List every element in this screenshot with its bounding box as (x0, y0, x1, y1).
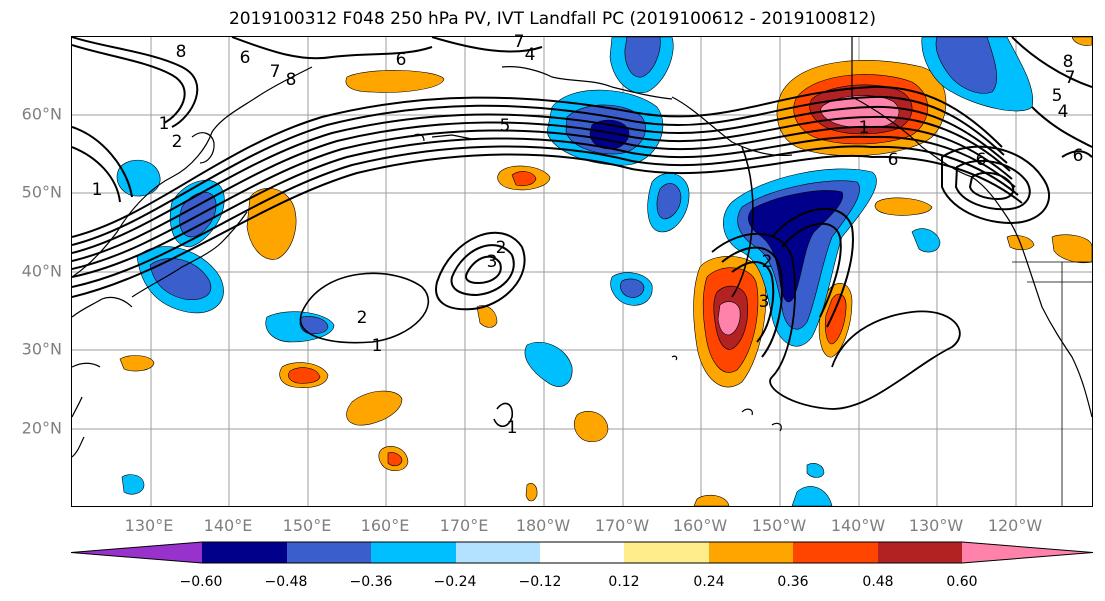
contour-label: 5 (499, 116, 511, 136)
contour-label: 1 (371, 336, 383, 356)
negative-anomaly-far-west (121, 474, 145, 495)
colorbar-segment (456, 542, 540, 563)
longitude-label: 140°E (203, 516, 253, 535)
negative-anomaly-east (911, 228, 941, 253)
positive-anomaly-e1 (874, 197, 933, 216)
latitude-label: 60°N (21, 104, 62, 124)
positive-anomaly-s2 (346, 390, 403, 426)
colorbar-graphic (70, 541, 1094, 564)
contour-label: 1 (158, 114, 170, 134)
map-panel (71, 36, 1093, 507)
positive-anomaly-n1 (345, 70, 445, 93)
contour-label: 8 (1062, 52, 1074, 72)
negative-anomaly-170w-core (620, 278, 645, 298)
contour-label: 2 (495, 238, 507, 258)
negative-anomaly-japan-south-core (149, 258, 211, 300)
positive-anomaly-japan (246, 188, 297, 260)
contour-label: 7 (1064, 68, 1076, 88)
latitude-label: 50°N (21, 182, 62, 202)
coastlines (72, 37, 1092, 506)
colorbar-tick-label: −0.60 (179, 574, 223, 590)
colorbar-tick-label: 0.36 (777, 574, 809, 590)
longitude-label: 130°E (124, 516, 174, 535)
contour-label: 2 (171, 132, 183, 152)
positive-anomaly-se2 (525, 483, 538, 502)
latitude-label: 40°N (21, 261, 62, 281)
longitude-label: 160°E (360, 516, 410, 535)
longitude-label: 160°W (672, 516, 728, 535)
longitude-label: 150°W (751, 516, 807, 535)
contour-label: 6 (239, 48, 251, 68)
contour-label: 3 (486, 252, 498, 272)
colorbar-segment (202, 542, 287, 563)
positive-anomaly-n2-core (511, 171, 537, 187)
positive-anomaly-ne (1071, 37, 1092, 46)
longitude-label: 130°W (908, 516, 964, 535)
colorbar-segment (71, 542, 202, 563)
negative-anomaly-160w-core (656, 183, 682, 220)
contour-label: 6 (887, 150, 899, 170)
negative-anomaly-mid-south (806, 463, 825, 478)
contour-label: 7 (513, 32, 525, 52)
positive-anomaly-e3 (1051, 234, 1092, 264)
negative-anomaly-west-core (299, 316, 329, 335)
positive-anomaly-140w-core (824, 293, 847, 345)
longitude-label: 150°E (282, 516, 332, 535)
colorbar-segment (371, 542, 456, 563)
contour-label: 4 (1057, 102, 1069, 122)
contour-label: 8 (285, 70, 297, 90)
colorbar-tick-label: −0.48 (264, 574, 308, 590)
colorbar-segment (878, 542, 962, 563)
contour-label: 8 (175, 42, 187, 62)
positive-anomaly-s4 (573, 411, 609, 442)
positive-anomaly-s3-core (387, 452, 403, 467)
colorbar-segment (962, 542, 1093, 563)
colorbar-segment (624, 542, 709, 563)
positive-anomaly-se1 (693, 494, 730, 506)
contour-label: 1 (858, 118, 870, 138)
colorbar-tick-label: 0.24 (693, 574, 725, 590)
colorbar-tick-label: 0.12 (608, 574, 640, 590)
colorbar-tick-label: 0.60 (946, 574, 978, 590)
colorbar (70, 541, 1095, 569)
contour-label: 6 (1072, 146, 1084, 166)
negative-anomaly-canada-core (935, 37, 997, 94)
map-canvas (72, 37, 1092, 506)
longitude-label: 170°E (439, 516, 489, 535)
contour-label: 5 (1051, 86, 1063, 106)
positive-anomaly-w1 (119, 355, 155, 372)
negative-anomaly-bering-core (624, 37, 661, 78)
colorbar-tick-label: −0.24 (433, 574, 477, 590)
pv-contours (72, 37, 1092, 428)
contour-label: 1 (506, 418, 518, 438)
colorbar-tick-label: 0.48 (862, 574, 894, 590)
colorbar-outline (70, 541, 1094, 564)
colorbar-segment (540, 542, 624, 563)
negative-anomaly-se (791, 486, 833, 506)
contour-label: 1 (91, 180, 103, 200)
contour-label: 6 (975, 150, 987, 170)
longitude-label: 180°W (515, 516, 571, 535)
latitude-label: 20°N (21, 418, 62, 438)
contour-label: 2 (356, 308, 368, 328)
contour-label: 6 (395, 50, 407, 70)
negative-anomaly-kamchatka (116, 159, 161, 197)
positive-anomaly-150w-peak (717, 301, 741, 336)
colorbar-tick-label: −0.36 (349, 574, 393, 590)
colorbar-segment (287, 542, 371, 563)
colorbar-segment (793, 542, 878, 563)
colorbar-segment (709, 542, 793, 563)
positive-anomaly-s1-core (288, 367, 321, 384)
negative-anomaly-central (524, 341, 573, 387)
longitude-label: 140°W (830, 516, 886, 535)
contour-label: 2 (761, 252, 773, 272)
contour-label: 7 (269, 62, 281, 82)
colorbar-tick-label: −0.12 (518, 574, 562, 590)
map-title: 2019100312 F048 250 hPa PV, IVT Landfall… (228, 9, 876, 29)
contour-label: 3 (758, 292, 770, 312)
longitude-label: 120°W (987, 516, 1043, 535)
longitude-label: 170°W (594, 516, 650, 535)
latitude-label: 30°N (21, 339, 62, 359)
contour-label: 4 (524, 45, 536, 65)
